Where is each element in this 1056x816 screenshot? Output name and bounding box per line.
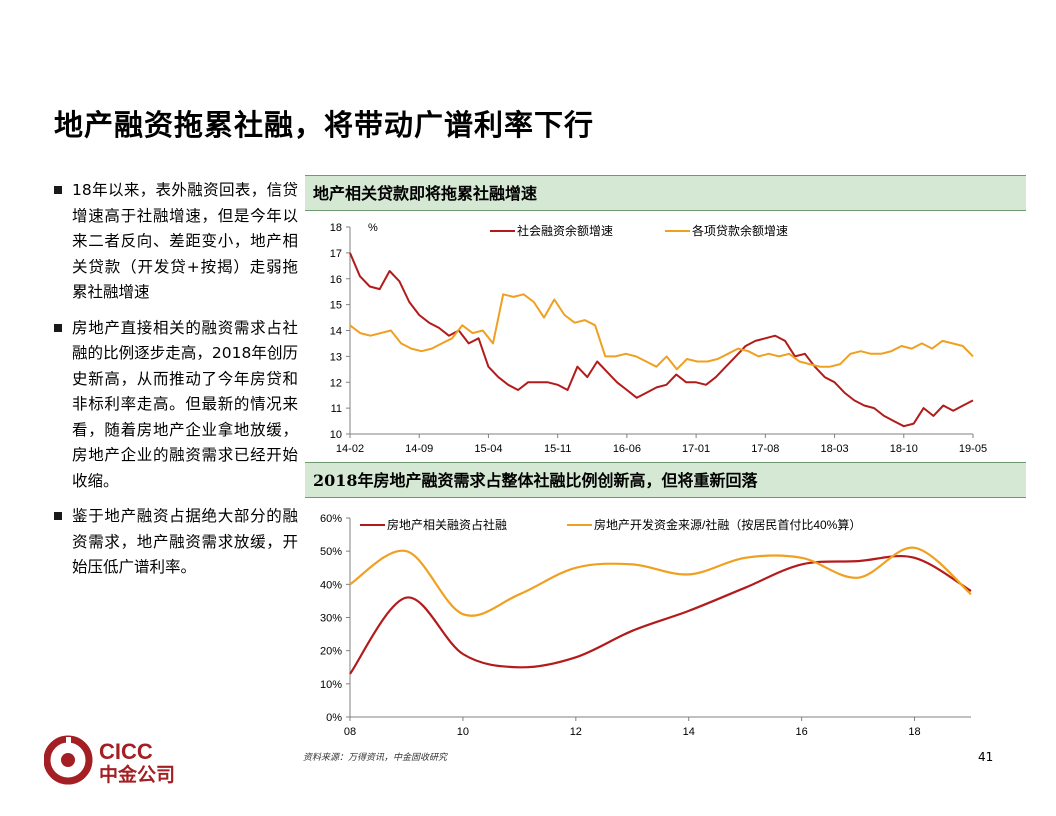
y-tick-label: 50% <box>320 546 342 558</box>
legend-label: 房地产相关融资占社融 <box>387 517 507 532</box>
y-tick-label: 18 <box>330 222 342 234</box>
y-tick-label: 12 <box>330 377 342 389</box>
series-line-2 <box>349 293 974 371</box>
series-line-1 <box>349 252 974 428</box>
x-tick-label: 12 <box>570 726 582 738</box>
square-bullet-icon <box>54 512 62 520</box>
y-tick-label: 14 <box>330 326 342 338</box>
y-tick-label: 17 <box>330 248 342 260</box>
y-tick-label: 10% <box>320 679 342 691</box>
y-tick-label: 0% <box>326 712 342 724</box>
logo-text-zh: 中金公司 <box>99 763 175 786</box>
slide-title: 地产融资拖累社融，将带动广谱利率下行 <box>54 108 595 142</box>
square-bullet-icon <box>54 323 62 332</box>
page-number: 41 <box>978 750 994 764</box>
y-tick-label: 11 <box>331 403 342 415</box>
legend-label: 社会融资余额增速 <box>517 223 613 238</box>
series-line-1 <box>349 554 972 675</box>
bullet-list: 18年以来，表外融资回表，信贷增速高于社融增速，但是今年以来二者反向、差距变小，… <box>54 178 298 591</box>
x-tick-label: 10 <box>457 726 469 738</box>
x-tick-label: 15-04 <box>474 443 502 455</box>
bullet-item: 房地产直接相关的融资需求占社融的比例逐步走高，2018年创历史新高，从而推动了今… <box>54 316 298 495</box>
x-tick-label: 15-11 <box>544 443 571 455</box>
x-tick-label: 17-08 <box>751 443 779 455</box>
x-tick-label: 18-03 <box>820 443 848 455</box>
chart2-title: 2018年房地产融资需求占整体社融比例创新高，但将重新回落 <box>305 462 1026 498</box>
cicc-logo: CICC 中金公司 <box>44 735 175 786</box>
bullet-item: 鉴于地产融资占据绝大部分的融资需求，地产融资需求放缓，开始压低广谱利率。 <box>54 504 298 581</box>
y-tick-label: 16 <box>330 274 342 286</box>
bullet-text: 18年以来，表外融资回表，信贷增速高于社融增速，但是今年以来二者反向、差距变小，… <box>72 181 298 301</box>
bullet-item: 18年以来，表外融资回表，信贷增速高于社融增速，但是今年以来二者反向、差距变小，… <box>54 178 298 306</box>
x-tick-label: 14-02 <box>336 443 364 455</box>
series-line-2 <box>349 546 972 617</box>
source-note: 资料来源：万得资讯，中金固收研究 <box>303 753 448 763</box>
logo-text-en: CICC <box>99 739 153 764</box>
logo-core-icon <box>61 753 75 767</box>
y-axis-unit: % <box>368 222 378 234</box>
x-tick-label: 08 <box>344 726 356 738</box>
y-tick-label: 60% <box>320 513 342 525</box>
x-tick-label: 17-01 <box>682 443 710 455</box>
bullet-text: 房地产直接相关的融资需求占社融的比例逐步走高，2018年创历史新高，从而推动了今… <box>72 318 298 490</box>
x-tick-label: 18 <box>908 726 920 738</box>
chart2-real-estate-share: 0% 10% 20% 30% 40% 50% 60% 08 10 12 14 16 18 房地产相关融资占… <box>320 513 972 738</box>
x-tick-label: 14 <box>683 726 695 738</box>
legend-label: 各项贷款余额增速 <box>692 223 788 238</box>
x-tick-label: 14-09 <box>405 443 433 455</box>
chart1-title: 地产相关贷款即将拖累社融增速 <box>305 175 1026 211</box>
x-tick-label: 16 <box>796 726 808 738</box>
legend-label: 房地产开发资金来源/社融（按居民首付比40%算） <box>594 517 861 532</box>
y-tick-label: 10 <box>330 429 342 441</box>
square-bullet-icon <box>54 186 62 194</box>
x-tick-label: 16-06 <box>613 443 641 455</box>
x-tick-label: 18-10 <box>890 443 918 455</box>
y-tick-label: 20% <box>320 646 342 658</box>
chart1-loan-growth: 10 11 12 13 14 15 16 17 18 14-02 14-09 15-04 15-11 16… <box>330 222 987 455</box>
y-tick-label: 13 <box>330 351 342 363</box>
y-tick-label: 30% <box>320 613 342 625</box>
x-tick-label: 19-05 <box>959 443 987 455</box>
y-tick-label: 40% <box>320 579 342 591</box>
y-tick-label: 15 <box>330 300 342 312</box>
bullet-text: 鉴于地产融资占据绝大部分的融资需求，地产融资需求放缓，开始压低广谱利率。 <box>72 507 298 576</box>
